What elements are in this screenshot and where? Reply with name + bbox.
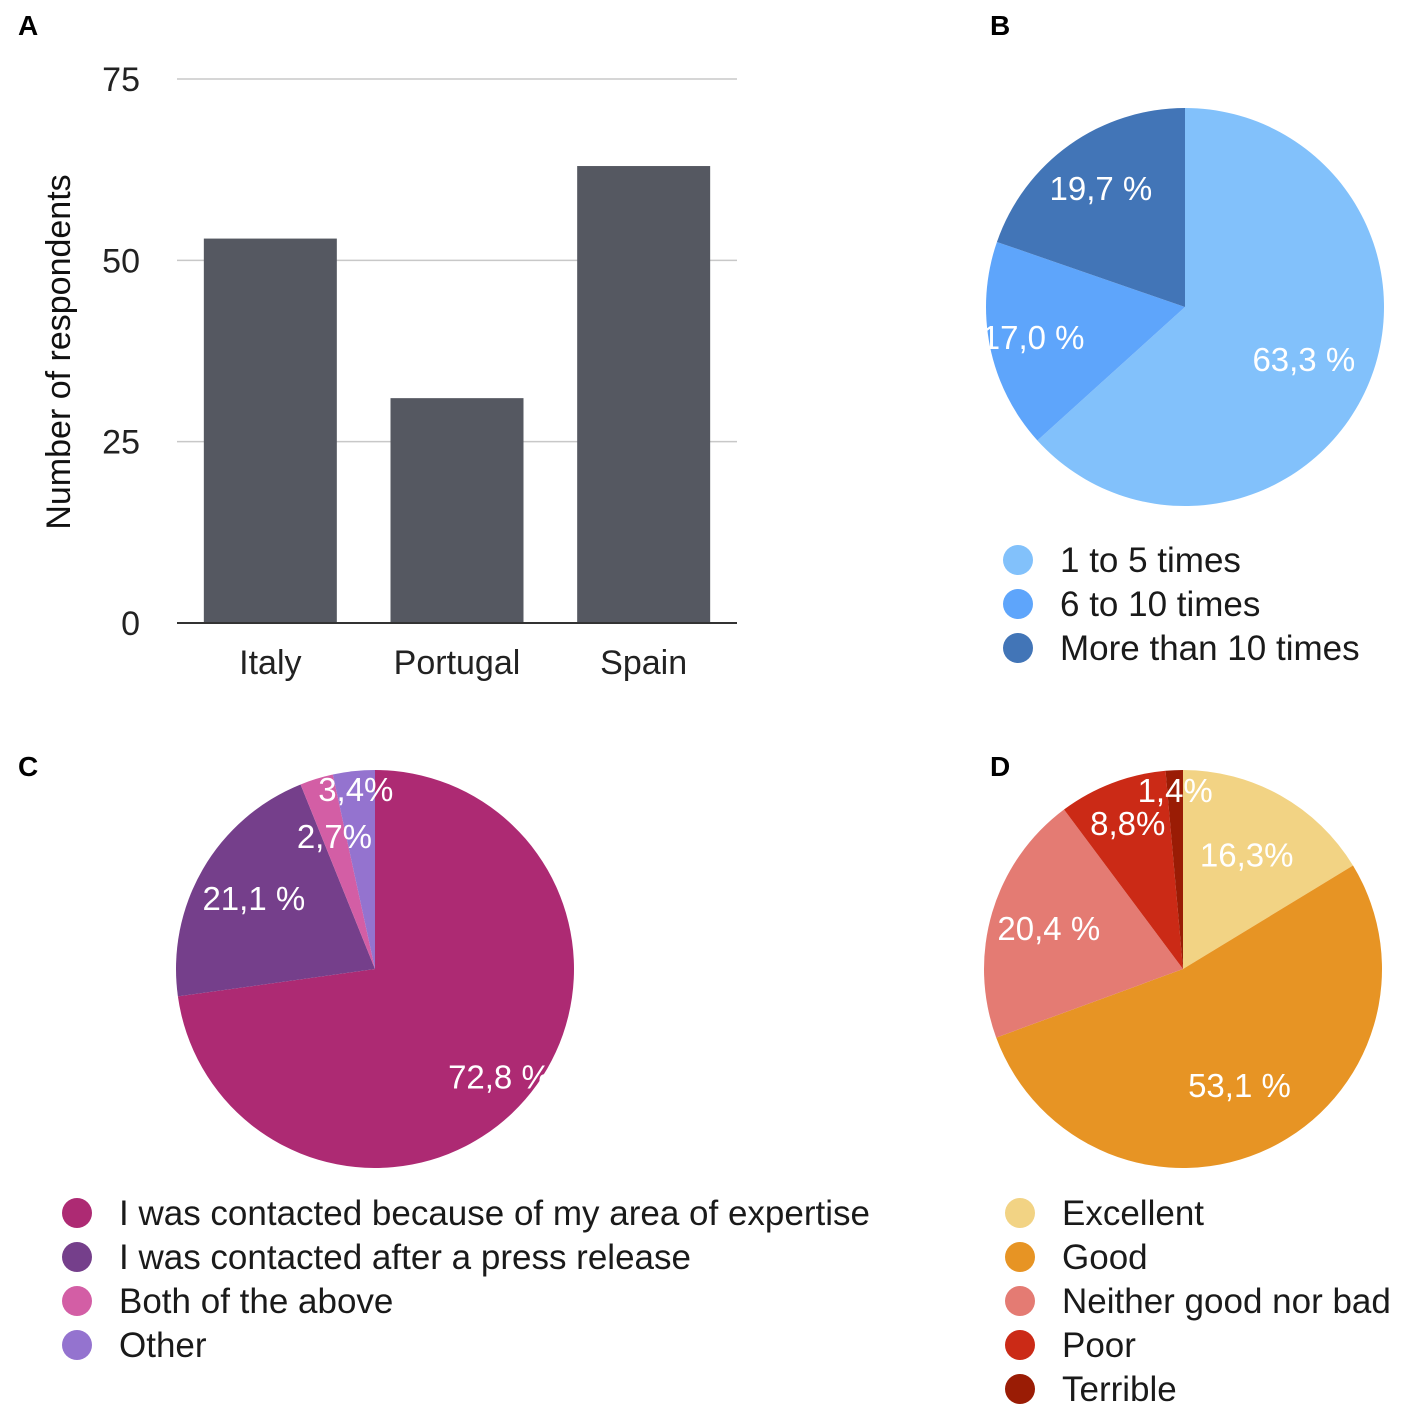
legend-swatch [1003,633,1033,663]
panel-label-a: A [18,10,38,41]
legend-swatch [1003,589,1033,619]
pie-slice-i-was-contacted-because-of-my-area-of-expertise [177,770,575,1168]
pie-slice-1-to-5-times [1037,108,1384,506]
legend-swatch [1005,1242,1035,1272]
legend-label: I was contacted because of my area of ex… [119,1194,870,1233]
legend-swatch [1005,1330,1035,1360]
x-tick-label: Spain [600,644,687,682]
legend-swatch [62,1198,92,1228]
pie-slice-other [332,770,375,969]
y-tick-label: 50 [102,242,140,280]
panel-label-d: D [990,751,1010,782]
bar-italy [203,238,337,623]
legend-swatch [1005,1286,1035,1316]
bar-spain [577,166,711,624]
slice-value-label: 20,4 % [997,910,1100,947]
legend-swatch [62,1286,92,1316]
slice-value-label: 72,8 % [448,1058,551,1095]
slice-value-label: 16,3% [1200,837,1294,874]
pie-slice-i-was-contacted-after-a-press-release [176,784,375,997]
slice-value-label: 3,4% [318,771,393,808]
slice-value-label: 2,7% [297,818,372,855]
legend-label: Terrible [1062,1370,1177,1409]
legend-experience-rating: Excellent Good Neither good nor bad Poor Ter… [1005,1194,1391,1409]
pie-slice-more-than-10-times [996,108,1185,307]
legend-label: 6 to 10 times [1060,585,1260,624]
pie-slice-neither-good-nor-bad [984,809,1183,1038]
legend-label: More than 10 times [1060,629,1360,668]
pie-slice-excellent [1183,770,1354,969]
x-tick-labels: Italy Portugal Spain [239,644,687,682]
pie-slice-good [996,865,1382,1168]
x-tick-label: Portugal [394,644,521,682]
slice-value-label: 63,3 % [1252,341,1355,378]
pie-chart-frequency: 63,3 % 17,0 % 19,7 % [982,108,1384,506]
panel-label-c: C [18,751,38,782]
legend-swatch [62,1330,92,1360]
legend-label: Neither good nor bad [1062,1282,1391,1321]
pie-chart-contact-reason: 72,8 % 21,1 % 2,7% 3,4% [176,770,575,1168]
panel-label-b: B [990,10,1010,41]
pie-slice-terrible [1165,770,1183,969]
slice-value-label: 8,8% [1090,805,1165,842]
legend-label: 1 to 5 times [1060,541,1241,580]
slice-value-label: 17,0 % [982,319,1085,356]
slice-value-label: 19,7 % [1050,170,1153,207]
slice-value-label: 21,1 % [202,880,305,917]
slice-value-label: 1,4% [1138,772,1213,809]
y-axis-title: Number of respondents [40,174,78,529]
pie-slice-6-to-10-times [986,241,1185,441]
pie-slice-poor [1064,770,1183,969]
bar-portugal [390,398,524,623]
bar-chart-respondents: 0 25 50 75 Italy Portugal Spain Number of res… [40,61,737,682]
legend-swatch [1005,1198,1035,1228]
x-tick-label: Italy [239,644,301,682]
legend-swatch [1005,1374,1035,1404]
slice-value-label: 53,1 % [1188,1067,1291,1104]
y-tick-labels: 0 25 50 75 [102,61,140,643]
bars [177,166,737,624]
legend-label: Both of the above [119,1282,393,1321]
pie-chart-experience-rating: 16,3% 53,1 % 20,4 % 8,8%1,4% [984,770,1382,1168]
y-tick-label: 75 [102,61,140,99]
y-tick-label: 0 [121,605,140,643]
legend-label: Other [119,1326,207,1365]
y-tick-label: 25 [102,424,140,462]
legend-swatch [1003,545,1033,575]
legend-label: I was contacted after a press release [119,1238,691,1277]
legend-label: Good [1062,1238,1148,1277]
legend-frequency: 1 to 5 times 6 to 10 times More than 10 ti… [1003,541,1360,668]
legend-label: Excellent [1062,1194,1204,1233]
legend-contact-reason: I was contacted because of my area of ex… [62,1194,870,1365]
pie-slice-both-of-the-above [300,774,375,969]
legend-swatch [62,1242,92,1272]
legend-label: Poor [1062,1326,1136,1365]
